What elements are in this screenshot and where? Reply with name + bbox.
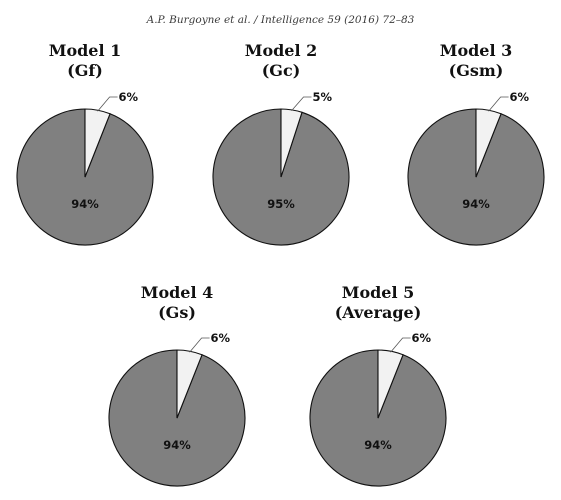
pie-slice-small	[377, 349, 404, 419]
pie-slice-small	[84, 108, 111, 178]
pie-panel-4: Model 4(Gs) 6% 94%	[108, 283, 246, 487]
pie-panel-1: Model 1(Gf) 6% 94%	[16, 41, 154, 246]
pie-label-small: 6%	[412, 331, 432, 345]
pie-subtitle: (Gsm)	[449, 61, 504, 80]
pie-label-main: 94%	[364, 438, 392, 452]
pie-label-small: 6%	[510, 90, 530, 104]
running-head: A.P. Burgoyne et al. / Intelligence 59 (…	[146, 14, 415, 26]
pie-panel-2: Model 2(Gc) 5% 95%	[212, 41, 350, 246]
pie-title: Model 3	[440, 41, 513, 60]
pie-leader-line	[488, 96, 509, 112]
pie-slice-small	[475, 108, 502, 178]
pie-leader-line	[97, 96, 118, 112]
pie-slice-small	[176, 349, 203, 419]
pie-label-main: 94%	[462, 197, 490, 211]
pie-label-small: 5%	[312, 90, 332, 104]
pie-panel-3: Model 3(Gsm) 6% 94%	[407, 41, 545, 246]
pie-label-main: 95%	[267, 197, 295, 211]
pie-leader-line	[291, 96, 312, 112]
pie-slice-main	[309, 349, 447, 487]
pie-subtitle: (Average)	[335, 303, 422, 322]
pie-subtitle: (Gc)	[262, 61, 301, 80]
pie-subtitle: (Gs)	[158, 303, 196, 322]
pie-title: Model 1	[49, 41, 122, 60]
pie-slice-small	[280, 108, 303, 178]
pie-leader-line	[189, 337, 210, 353]
pie-label-main: 94%	[71, 197, 99, 211]
pie-slice-main	[16, 108, 154, 246]
pie-label-main: 94%	[163, 438, 191, 452]
pie-slice-main	[407, 108, 545, 246]
pie-leader-line	[390, 337, 411, 353]
pie-slice-main	[108, 349, 246, 487]
pie-panel-5: Model 5(Average) 6% 94%	[309, 283, 447, 487]
pie-subtitle: (Gf)	[67, 61, 103, 80]
pie-title: Model 4	[141, 283, 214, 302]
pie-title: Model 2	[245, 41, 318, 60]
pie-label-small: 6%	[119, 90, 139, 104]
pie-label-small: 6%	[211, 331, 231, 345]
pie-title: Model 5	[342, 283, 415, 302]
